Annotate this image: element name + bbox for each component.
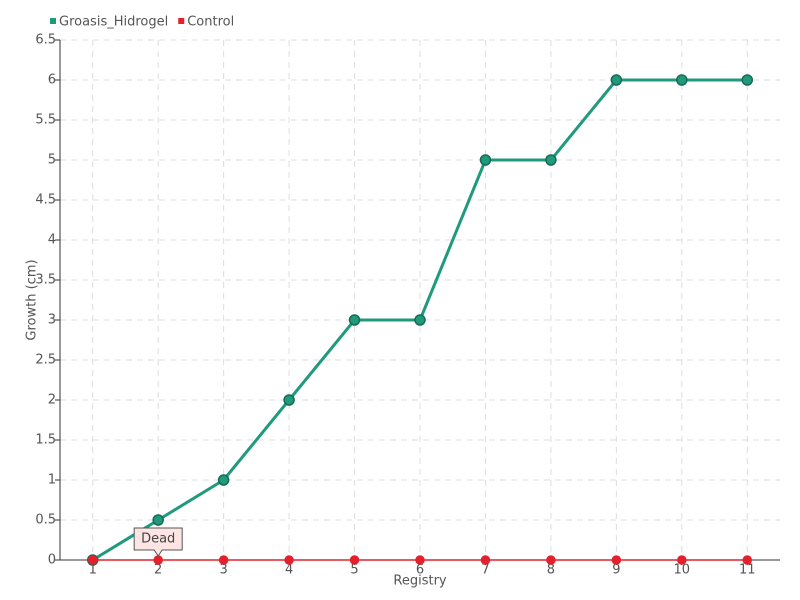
x-tick-label: 5 xyxy=(350,563,358,578)
data-point xyxy=(610,74,623,86)
x-tick-label: 2 xyxy=(154,563,162,578)
data-point xyxy=(611,555,622,565)
y-tick-label: 5 xyxy=(48,153,56,168)
legend-label: Control xyxy=(187,15,234,30)
x-axis-label: Registry xyxy=(393,574,447,589)
data-point xyxy=(546,555,556,565)
data-point xyxy=(218,555,229,565)
x-tick-label: 3 xyxy=(219,563,227,578)
y-tick-label: 5.5 xyxy=(35,113,56,128)
x-tick-label: 1 xyxy=(89,563,97,578)
data-point xyxy=(152,514,164,526)
y-tick-label: 2.5 xyxy=(35,353,56,368)
x-tick-label: 10 xyxy=(674,563,691,578)
x-tick-label: 9 xyxy=(612,563,620,578)
data-point xyxy=(348,314,361,326)
y-tick-label: 4 xyxy=(48,233,56,248)
y-tick-label: 4.5 xyxy=(35,193,56,208)
data-point xyxy=(741,74,754,86)
data-point xyxy=(217,474,230,486)
y-tick-label: 3 xyxy=(48,313,56,328)
annotation: Dead xyxy=(133,527,183,557)
data-point xyxy=(415,555,425,565)
data-point xyxy=(153,555,163,565)
data-point xyxy=(545,154,557,166)
data-point xyxy=(349,555,360,565)
legend-swatch xyxy=(178,18,185,24)
x-tick-label: 7 xyxy=(481,563,489,578)
y-tick-label: 0.5 xyxy=(35,513,56,528)
data-point xyxy=(742,555,753,565)
legend-swatch xyxy=(50,18,56,24)
x-tick-label: 6 xyxy=(416,563,424,578)
annotation-box xyxy=(133,527,183,557)
data-point xyxy=(677,555,687,565)
data-point xyxy=(480,555,491,565)
data-point xyxy=(283,394,295,406)
x-tick-label: 11 xyxy=(739,563,756,578)
data-point xyxy=(87,555,98,565)
y-tick-label: 1.5 xyxy=(35,433,56,448)
y-tick-label: 3.5 xyxy=(35,273,56,288)
y-axis-label: Growth (cm) xyxy=(25,259,40,340)
data-point xyxy=(414,314,426,326)
data-point xyxy=(284,555,294,565)
y-tick-label: 2 xyxy=(48,393,56,408)
y-tick-label: 6 xyxy=(48,73,56,88)
annotation-text: Dead xyxy=(141,532,175,547)
y-tick-label: 1 xyxy=(48,473,56,488)
data-point xyxy=(479,154,492,166)
y-tick-label: 0 xyxy=(48,553,56,568)
legend-label: Groasis_Hidrogel xyxy=(59,15,168,30)
data-point xyxy=(676,74,688,86)
x-tick-label: 8 xyxy=(547,563,555,578)
y-tick-label: 6.5 xyxy=(35,33,56,48)
x-tick-label: 4 xyxy=(285,563,293,578)
